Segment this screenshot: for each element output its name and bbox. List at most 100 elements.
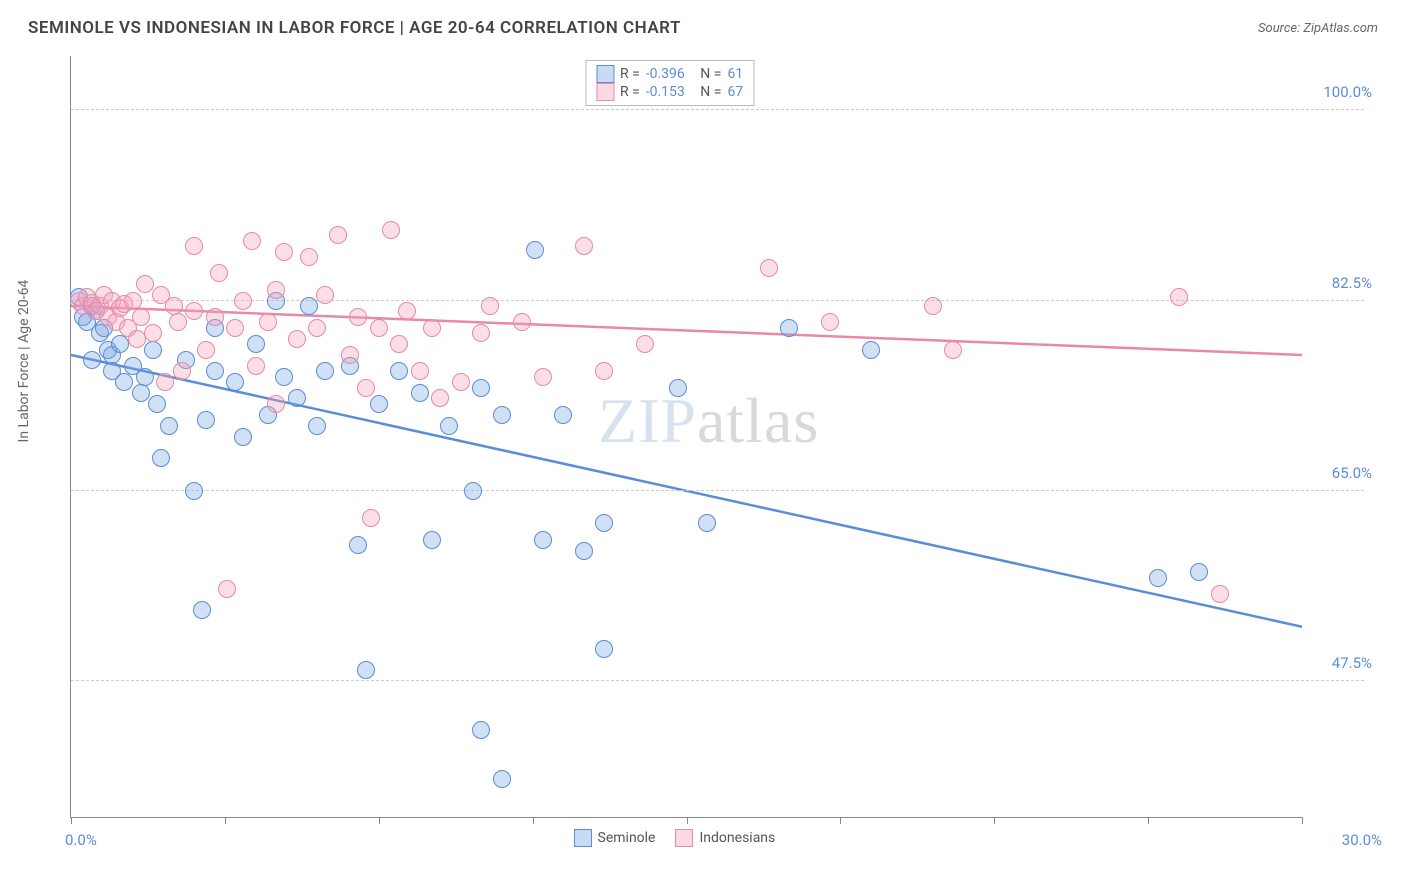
y-tick-label: 65.0% [1332, 464, 1372, 482]
legend-item-seminole: Seminole [574, 829, 656, 847]
swatch-blue-icon [596, 65, 614, 83]
point-indonesians [136, 275, 154, 293]
point-indonesians [247, 357, 265, 375]
x-tick [379, 817, 380, 824]
bottom-legend: Seminole Indonesians [574, 829, 776, 847]
point-indonesians [329, 226, 347, 244]
point-indonesians [821, 313, 839, 331]
label-r: R = [620, 66, 640, 82]
x-tick [840, 817, 841, 824]
point-seminole [780, 319, 798, 337]
point-indonesians [156, 373, 174, 391]
point-seminole [423, 531, 441, 549]
point-indonesians [1211, 585, 1229, 603]
point-seminole [411, 384, 429, 402]
point-indonesians [411, 362, 429, 380]
point-seminole [390, 362, 408, 380]
point-seminole [247, 335, 265, 353]
point-indonesians [132, 308, 150, 326]
point-indonesians [267, 281, 285, 299]
point-indonesians [234, 292, 252, 310]
point-seminole [575, 542, 593, 560]
point-seminole [472, 379, 490, 397]
point-seminole [493, 770, 511, 788]
point-indonesians [1170, 288, 1188, 306]
point-seminole [152, 449, 170, 467]
point-seminole [300, 297, 318, 315]
swatch-blue-icon [574, 829, 592, 847]
point-indonesians [210, 264, 228, 282]
y-axis-label: In Labor Force | Age 20-64 [16, 280, 32, 443]
point-seminole [288, 389, 306, 407]
point-seminole [464, 482, 482, 500]
x-tick [533, 817, 534, 824]
point-indonesians [316, 286, 334, 304]
point-indonesians [128, 330, 146, 348]
point-seminole [136, 368, 154, 386]
y-tick-label: 47.5% [1332, 654, 1372, 672]
point-indonesians [165, 297, 183, 315]
legend-label-indonesians: Indonesians [699, 830, 775, 846]
point-indonesians [481, 297, 499, 315]
point-indonesians [370, 319, 388, 337]
x-tick [71, 817, 72, 824]
point-seminole [234, 428, 252, 446]
point-indonesians [185, 237, 203, 255]
x-axis-label-right: 30.0% [1342, 831, 1382, 849]
point-seminole [534, 531, 552, 549]
x-tick [994, 817, 995, 824]
point-indonesians [206, 308, 224, 326]
point-seminole [370, 395, 388, 413]
point-indonesians [124, 292, 142, 310]
point-indonesians [185, 302, 203, 320]
stats-row-indonesians: R = -0.153 N = 67 [596, 83, 743, 101]
legend-item-indonesians: Indonesians [675, 829, 775, 847]
chart-header: SEMINOLE VS INDONESIAN IN LABOR FORCE | … [0, 0, 1406, 46]
x-tick [1148, 817, 1149, 824]
chart-title: SEMINOLE VS INDONESIAN IN LABOR FORCE | … [28, 18, 681, 38]
point-seminole [115, 373, 133, 391]
x-tick [225, 817, 226, 824]
point-indonesians [534, 368, 552, 386]
point-indonesians [398, 302, 416, 320]
point-seminole [862, 341, 880, 359]
point-seminole [526, 241, 544, 259]
point-indonesians [575, 237, 593, 255]
legend-label-seminole: Seminole [598, 830, 656, 846]
x-tick [687, 817, 688, 824]
point-seminole [595, 640, 613, 658]
indonesians-r-value: -0.153 [646, 84, 685, 100]
point-indonesians [308, 319, 326, 337]
point-seminole [226, 373, 244, 391]
point-indonesians [595, 362, 613, 380]
y-tick-label: 82.5% [1332, 274, 1372, 292]
point-indonesians [218, 580, 236, 598]
label-r: R = [620, 84, 640, 100]
stats-row-seminole: R = -0.396 N = 61 [596, 65, 743, 83]
point-indonesians [924, 297, 942, 315]
point-indonesians [362, 509, 380, 527]
point-indonesians [382, 221, 400, 239]
chart-source: Source: ZipAtlas.com [1258, 21, 1378, 36]
point-seminole [472, 721, 490, 739]
point-seminole [132, 384, 150, 402]
point-seminole [275, 368, 293, 386]
point-indonesians [390, 335, 408, 353]
point-seminole [197, 411, 215, 429]
point-indonesians [288, 330, 306, 348]
point-seminole [440, 417, 458, 435]
indonesians-n-value: 67 [727, 84, 743, 100]
point-seminole [160, 417, 178, 435]
point-indonesians [197, 341, 215, 359]
point-seminole [357, 661, 375, 679]
point-seminole [206, 362, 224, 380]
point-indonesians [944, 341, 962, 359]
watermark-a: ZIP [598, 385, 697, 456]
point-indonesians [636, 335, 654, 353]
point-indonesians [275, 243, 293, 261]
x-tick [1302, 817, 1303, 824]
trend-lines [71, 56, 1302, 817]
swatch-pink-icon [675, 829, 693, 847]
point-seminole [144, 341, 162, 359]
point-seminole [83, 351, 101, 369]
